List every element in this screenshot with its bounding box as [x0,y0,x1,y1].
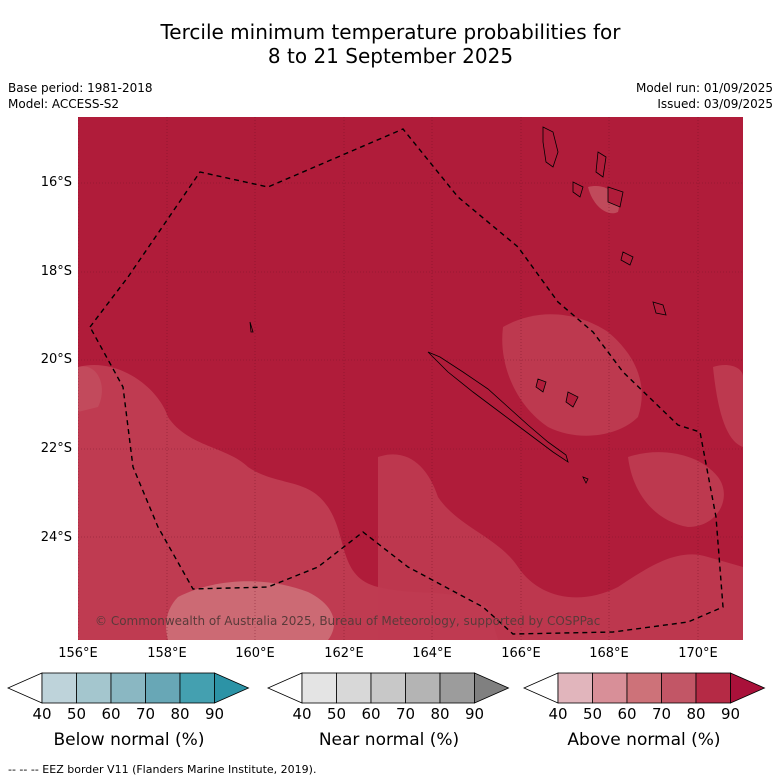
coastline [249,126,667,484]
colorbar-tick-label: 50 [66,705,87,723]
colorbar-tick-label: 40 [32,705,52,723]
colorbar-tick-label: 50 [582,705,603,723]
colorbar-tick-label: 90 [720,705,741,723]
colorbar-segment [695,672,731,704]
colorbar-tick-label: 70 [395,705,416,723]
colorbar-extend-low [267,672,303,704]
colorbar-tick-label: 50 [326,705,347,723]
colorbar-segment [557,672,593,704]
colorbar-segment [626,672,662,704]
eez-legend-note: -- -- -- EEZ border V11 (Flanders Marine… [8,763,317,776]
lat-label: 24°S [40,530,72,545]
lat-label: 18°S [40,264,72,279]
colorbar-segment [76,672,112,704]
colorbar-segment [592,672,628,704]
colorbar-label-below: Below normal (%) [53,730,205,750]
graticule [78,117,743,640]
lat-label: 22°S [40,441,72,456]
colorbar-label-near: Near normal (%) [318,730,460,750]
colorbar-extend-high [730,672,766,704]
colorbar-label-above: Above normal (%) [567,730,721,750]
colorbar-tick-label: 40 [292,705,312,723]
colorbar-segment [405,672,441,704]
probability-map [78,117,743,640]
lon-label: 168°E [589,646,629,661]
colorbar-segment [661,672,697,704]
colorbar-segment [179,672,215,704]
lon-label: 170°E [678,646,718,661]
lon-label: 164°E [412,646,452,661]
issued-date: Issued: 03/09/2025 [657,97,773,111]
title-line-2: 8 to 21 September 2025 [267,44,514,68]
colorbar-tick-label: 80 [686,705,706,723]
colorbar-tick-label: 60 [361,705,381,723]
lon-label: 160°E [235,646,275,661]
colorbar-segment [301,672,337,704]
lon-label: 162°E [324,646,364,661]
title-line-1: Tercile minimum temperature probabilitie… [160,20,621,44]
colorbar-near [267,672,510,704]
colorbar-above [523,672,766,704]
colorbar-extend-low [523,672,559,704]
colorbar-tick-label: 70 [651,705,672,723]
credit-text: © Commonwealth of Australia 2025, Bureau… [95,614,601,628]
colorbar-extend-high [214,672,250,704]
model-run: Model run: 01/09/2025 [635,81,773,95]
colorbars [7,672,766,704]
eez-border [89,128,724,635]
colorbar-segment [336,672,372,704]
colorbar-tick-label: 80 [430,705,450,723]
lon-label: 156°E [58,646,98,661]
lat-label: 20°S [40,352,72,367]
colorbar-segment [41,672,77,704]
colorbar-tick-label: 90 [204,705,225,723]
lon-label: 158°E [147,646,187,661]
colorbar-segment [145,672,181,704]
model-name: Model: ACCESS-S2 [8,97,120,111]
colorbar-tick-label: 40 [548,705,568,723]
meta-left: Base period: 1981-2018 Model: ACCESS-S2 [8,80,153,112]
meta-right: Model run: 01/09/2025 Issued: 03/09/2025 [636,80,773,112]
colorbar-segment [439,672,475,704]
map-title: Tercile minimum temperature probabilitie… [0,20,781,68]
colorbar-tick-label: 70 [135,705,156,723]
colorbar-tick-label: 80 [170,705,190,723]
colorbar-tick-label: 60 [101,705,121,723]
colorbar-tick-label: 90 [464,705,485,723]
colorbar-below [7,672,250,704]
colorbar-segment [110,672,146,704]
lat-label: 16°S [40,175,72,190]
colorbar-tick-label: 60 [617,705,637,723]
colorbar-extend-high [474,672,510,704]
base-period: Base period: 1981-2018 [8,81,153,95]
colorbar-segment [370,672,406,704]
lon-label: 166°E [501,646,541,661]
colorbar-extend-low [7,672,43,704]
colorbar-ticks: 40 50 60 70 80 90 40 50 60 70 80 90 40 50 60 70 80 90 [0,705,781,725]
